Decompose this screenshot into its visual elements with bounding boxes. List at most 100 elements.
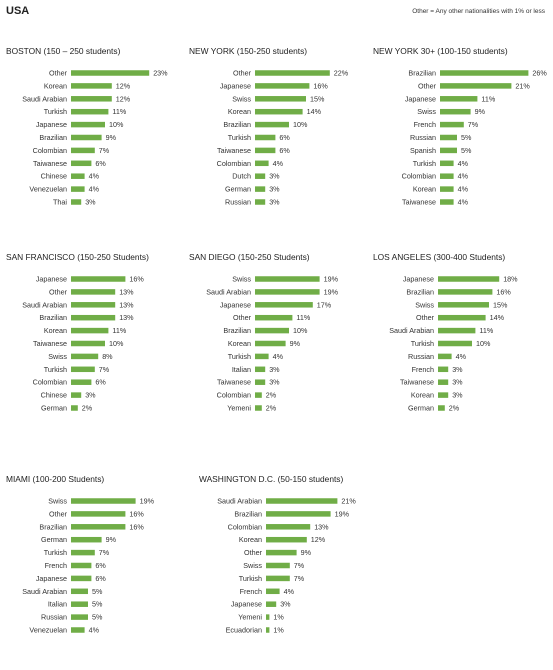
category-label: Saudi Arabian	[217, 497, 262, 506]
category-label: Swiss	[232, 94, 251, 103]
category-label: French	[45, 561, 67, 570]
bar	[255, 186, 266, 192]
value-label: 10%	[293, 326, 308, 335]
category-label: Italian	[48, 600, 67, 609]
bar	[266, 562, 290, 569]
bar	[255, 173, 266, 179]
bar	[438, 327, 476, 334]
bar	[71, 96, 112, 102]
bar	[71, 70, 150, 76]
value-label: 2%	[82, 404, 93, 413]
value-label: 1%	[273, 613, 284, 622]
value-label: 16%	[129, 522, 144, 531]
category-label: Turkish	[228, 352, 251, 361]
page-note: Other = Any other nationalities with 1% …	[412, 8, 545, 15]
category-label: Spanish	[410, 146, 436, 155]
value-label: 11%	[481, 94, 495, 103]
value-label: 13%	[314, 522, 329, 531]
category-label: Colombian	[217, 391, 251, 400]
value-label: 16%	[313, 81, 328, 90]
category-label: Saudi Arabian	[22, 94, 67, 103]
bar	[438, 302, 489, 308]
value-label: 3%	[269, 172, 280, 181]
category-label: Taiwanese	[217, 146, 251, 155]
chart-panel: MIAMI (100-200 Students) Swiss 19% Other 16%…	[6, 474, 186, 635]
value-label: 1%	[273, 626, 284, 635]
category-label: Other	[233, 313, 252, 322]
value-label: 3%	[269, 185, 280, 194]
value-label: 4%	[458, 198, 469, 207]
chart-panel: SAN DIEGO (150-250 Students) Swiss 19% Saud…	[189, 252, 369, 413]
bar	[71, 173, 85, 179]
bar	[71, 588, 88, 595]
category-label: Saudi Arabian	[389, 326, 434, 335]
value-label: 5%	[92, 613, 103, 622]
bar	[440, 121, 464, 128]
bar	[438, 276, 500, 282]
category-label: Korean	[44, 81, 67, 90]
bar	[255, 392, 262, 398]
bar	[71, 366, 95, 373]
bar	[255, 134, 276, 141]
category-label: German	[225, 185, 251, 194]
bar	[71, 108, 109, 115]
category-label: Swiss	[243, 561, 262, 570]
category-label: Swiss	[417, 107, 436, 116]
bar	[255, 108, 303, 115]
chart-panel: SAN FRANCISCO (150-250 Students) Japanese…	[6, 252, 186, 413]
bar	[440, 160, 454, 167]
bar	[71, 314, 116, 321]
value-label: 21%	[515, 81, 530, 90]
category-label: Turkish	[44, 548, 67, 557]
bar	[71, 186, 85, 192]
category-label: Turkish	[44, 107, 67, 116]
value-label: 16%	[129, 509, 144, 518]
category-label: Taiwanese	[402, 198, 436, 207]
value-label: 3%	[269, 365, 280, 374]
bar-chart: Japanese 18% Brazilian 16% Swiss 15% Other 14% S…	[389, 275, 518, 413]
bar	[71, 353, 99, 360]
category-label: Brazilian	[39, 522, 67, 531]
category-label: Dutch	[232, 172, 251, 181]
value-label: 5%	[92, 600, 103, 609]
category-label: Thai	[53, 198, 67, 207]
bar	[71, 627, 85, 633]
bar	[255, 327, 289, 334]
bar	[440, 147, 457, 154]
value-label: 11%	[479, 326, 493, 335]
category-label: Swiss	[48, 497, 67, 506]
value-label: 5%	[92, 587, 103, 596]
chart-panel: WASHINGTON D.C. (50-150 students) Saudi A…	[199, 474, 379, 635]
bar	[438, 379, 449, 385]
chart-title: SAN FRANCISCO (150-250 Students)	[6, 252, 149, 262]
category-label: Japanese	[36, 574, 67, 583]
value-label: 2%	[266, 391, 277, 400]
value-label: 9%	[106, 133, 117, 142]
value-label: 18%	[503, 275, 518, 284]
bar	[438, 405, 445, 411]
value-label: 2%	[266, 404, 277, 413]
category-label: Turkish	[228, 133, 251, 142]
value-label: 5%	[461, 133, 472, 142]
bar	[440, 134, 457, 141]
category-label: Yemeni	[238, 613, 262, 622]
bar-chart: Brazilian 26% Other 21% Japanese 11% Swiss 9% Fr…	[402, 69, 548, 207]
value-label: 12%	[116, 81, 131, 90]
bar-chart: Other 22% Japanese 16% Swiss 15% Korean 14% Braz…	[217, 69, 349, 207]
page-title: USA	[6, 5, 30, 17]
value-label: 6%	[95, 561, 106, 570]
value-label: 9%	[290, 339, 301, 348]
bar-chart: Swiss 19% Other 16% Brazilian 16% German 9% Turk…	[22, 497, 154, 635]
chart-panel: LOS ANGELES (300-400 Students) Japanese 18…	[373, 252, 553, 413]
category-label: Korean	[413, 185, 436, 194]
chart-panel: BOSTON (150 – 250 students) Other 23% Korea…	[6, 46, 186, 207]
bar	[255, 199, 266, 205]
value-label: 7%	[99, 548, 110, 557]
bar-chart: Swiss 19% Saudi Arabian 19% Japanese 17% Other…	[206, 275, 339, 413]
value-label: 6%	[95, 159, 106, 168]
category-label: Russian	[225, 198, 251, 207]
value-label: 19%	[324, 275, 339, 284]
chart-title: MIAMI (100-200 Students)	[6, 474, 105, 484]
bar	[438, 353, 452, 360]
bar	[71, 392, 82, 398]
